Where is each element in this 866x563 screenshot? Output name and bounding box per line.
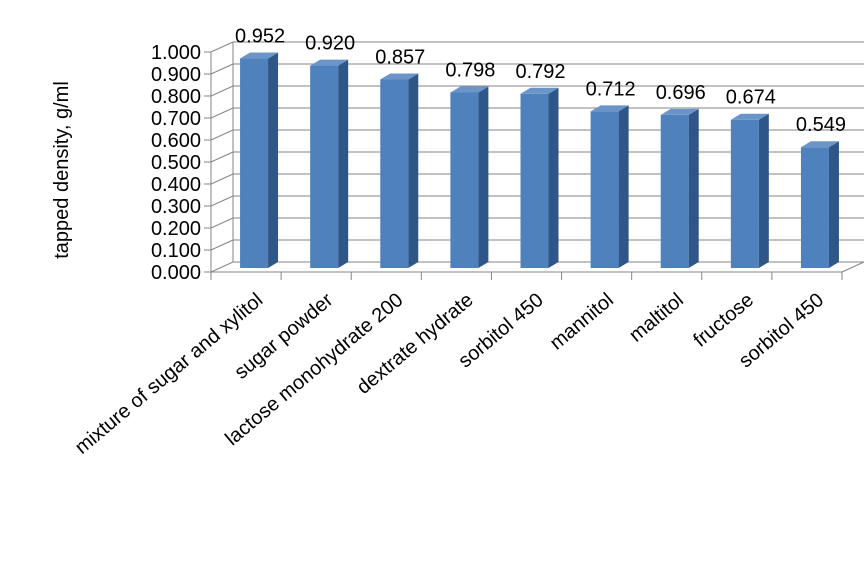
- gridline-side: [210, 151, 234, 163]
- bar-top: [450, 86, 489, 93]
- bar-top: [380, 73, 419, 80]
- y-tick-label: 0.900: [151, 64, 201, 86]
- gridline-side: [210, 239, 234, 251]
- bar-top: [520, 87, 559, 94]
- gridline-side: [210, 107, 234, 119]
- y-tick-label: 0.600: [151, 130, 201, 152]
- bar-front: [450, 92, 479, 268]
- bar-top: [660, 108, 699, 115]
- bar-top: [800, 141, 839, 148]
- bar-front: [380, 79, 409, 269]
- bar-front: [730, 119, 759, 268]
- data-label: 0.712: [586, 78, 636, 100]
- y-tick-label: 0.400: [151, 174, 201, 196]
- x-tick-label: maltitol: [625, 289, 688, 347]
- bar-front: [590, 111, 619, 268]
- bar-side: [478, 86, 489, 268]
- data-label: 0.798: [445, 59, 495, 81]
- bar-front: [660, 114, 689, 268]
- y-tick-label: 0.100: [151, 240, 201, 262]
- bar-top: [730, 113, 769, 120]
- bar-side: [618, 105, 629, 268]
- gridline-side: [210, 63, 234, 75]
- bar-front: [520, 93, 549, 268]
- y-tick-label: 1.000: [151, 42, 201, 64]
- x-tick-label: fructose: [689, 289, 758, 352]
- bar-front: [800, 147, 829, 268]
- bar-top: [310, 59, 349, 66]
- y-tick-label: 0.500: [151, 152, 201, 174]
- bar-side: [408, 73, 419, 269]
- y-tick-label: 0.300: [151, 196, 201, 218]
- y-tick-label: 0.000: [151, 262, 201, 284]
- data-label: 0.549: [796, 114, 846, 136]
- x-tick-label: dextrate hydrate: [353, 289, 478, 399]
- bar-front: [240, 58, 269, 269]
- x-tick-label: mannitol: [546, 289, 618, 354]
- floor-right-edge: [841, 261, 865, 273]
- axis-layer: 0.0000.1000.2000.3000.4000.5000.6000.700…: [151, 42, 865, 284]
- bar-side: [338, 59, 349, 268]
- data-label: 0.792: [515, 61, 565, 83]
- y-axis-label: tapped density, g/ml: [51, 81, 73, 259]
- gridline-side: [210, 41, 234, 53]
- gridline-side: [210, 217, 234, 229]
- gridline-side: [210, 85, 234, 97]
- data-label: 0.857: [375, 46, 425, 68]
- data-label: 0.696: [656, 82, 706, 104]
- bar-side: [758, 113, 769, 268]
- bar-side: [548, 87, 559, 268]
- data-label: 0.952: [235, 26, 285, 48]
- gridline-side: [210, 173, 234, 185]
- bars-layer: [240, 52, 839, 269]
- data-label: 0.674: [726, 87, 776, 109]
- gridline-side: [210, 129, 234, 141]
- bar-side: [828, 141, 839, 268]
- gridline-side: [210, 195, 234, 207]
- gridline-side: [210, 261, 234, 273]
- bar-front: [310, 65, 339, 268]
- bar-top: [240, 52, 279, 59]
- y-tick-label: 0.700: [151, 108, 201, 130]
- bar-side: [268, 52, 279, 269]
- y-tick-label: 0.200: [151, 218, 201, 240]
- bar-side: [688, 108, 699, 268]
- data-label: 0.920: [305, 33, 355, 55]
- bar-top: [590, 105, 629, 112]
- y-tick-label: 0.800: [151, 86, 201, 108]
